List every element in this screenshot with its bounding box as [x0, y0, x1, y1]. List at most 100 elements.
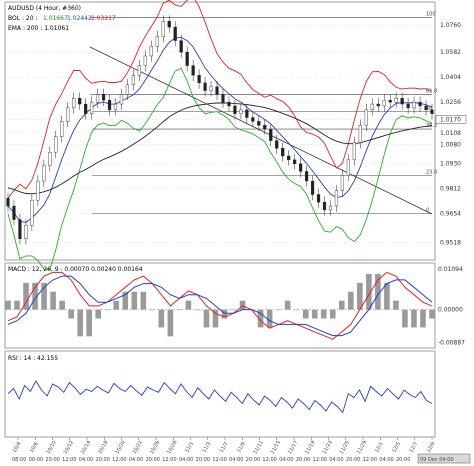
candle-body: [167, 21, 171, 28]
price-tick-label: 1.0760: [440, 22, 461, 29]
candle-body: [137, 65, 141, 76]
bol-mid-value: 1.02442: [67, 15, 92, 22]
time-tick-hour: 20:00: [246, 457, 260, 463]
time-tick-hour: 04:00: [129, 457, 143, 463]
time-tick-hour: 12:00: [313, 457, 327, 463]
macd-histogram-bar: [420, 309, 426, 328]
macd-histogram-bar: [266, 309, 273, 328]
current-price-box: [435, 115, 467, 124]
candle-body: [310, 180, 315, 195]
macd-histogram-bar: [320, 309, 327, 319]
candle-body: [113, 103, 118, 111]
time-tick-date: 10/6: [29, 441, 40, 454]
time-tick-hour: 12:00: [212, 457, 226, 463]
macd-histogram-bar: [50, 291, 56, 310]
price-tick-label: 1.0170: [440, 116, 461, 123]
fib-level-label: 23.6: [426, 169, 437, 175]
bollinger-upper-line: [7, 0, 433, 199]
macd-histogram-bar: [284, 300, 291, 310]
macd-histogram: [5, 273, 435, 337]
macd-histogram-bar: [5, 300, 11, 310]
trend-line: [89, 46, 433, 215]
time-tick-date: 11/11: [252, 440, 264, 455]
macd-main-line: [7, 271, 433, 340]
time-tick-hour: 20:00: [296, 457, 310, 463]
macd-histogram-bar: [221, 309, 228, 319]
macd-axis: 0.01094 0.00000 -0.00887: [438, 266, 465, 347]
candle-body: [72, 98, 76, 109]
candle-body: [281, 148, 285, 157]
time-tick-date: 10/26: [149, 440, 161, 455]
time-tick-hour: 12:00: [112, 457, 126, 463]
candle-body: [215, 86, 219, 95]
rsi-line: [7, 380, 433, 414]
time-tick-date: 10/28: [166, 440, 178, 455]
candle-body: [275, 140, 279, 149]
time-tick-date: 10/14: [80, 440, 92, 455]
macd-histogram-bar: [185, 300, 192, 310]
time-tick-date: 10/18: [97, 440, 109, 455]
time-tick-date: 11/15: [270, 440, 282, 455]
candle-body: [197, 74, 201, 84]
candle-body: [185, 51, 189, 66]
current-time-box: [417, 453, 471, 464]
time-tick-hour: 08:00: [12, 457, 26, 463]
fib-level-label: 100: [426, 11, 436, 17]
candle-body: [119, 94, 124, 105]
time-tick-date: 11/25: [339, 440, 351, 455]
time-tick-hour: 20:00: [396, 457, 410, 463]
price-panel-frame: [4, 1, 436, 261]
candle-body: [125, 84, 130, 95]
candle-body: [430, 109, 434, 114]
time-tick-date: 11/3: [201, 441, 212, 454]
macd-level-label: 0.01094: [438, 266, 463, 273]
time-tick-hour: 20:00: [346, 457, 360, 463]
candle-body: [239, 109, 243, 114]
candle-body: [304, 171, 309, 182]
candle-body: [143, 55, 147, 66]
candle-body: [203, 82, 207, 91]
macd-histogram-bar: [393, 300, 399, 310]
candle-body: [42, 165, 46, 182]
candle-body: [12, 205, 16, 220]
macd-histogram-bar: [402, 309, 408, 328]
candle-body: [358, 125, 362, 143]
candle-body: [66, 107, 70, 122]
macd-histogram-bar: [131, 291, 138, 310]
macd-histogram-bar: [104, 309, 111, 311]
macd-histogram-bar: [338, 300, 345, 310]
candle-body: [340, 175, 345, 191]
macd-histogram-bar: [366, 273, 372, 310]
price-tick-label: 0.9812: [440, 186, 461, 193]
rsi-panel-frame: [4, 350, 436, 438]
candle-body: [257, 121, 261, 126]
macd-histogram-bar: [95, 309, 102, 319]
rsi-header: RSI : 14 : 42.155: [8, 355, 58, 362]
time-tick-hour: 04:00: [379, 457, 393, 463]
candle-body: [299, 163, 303, 172]
macd-histogram-bar: [203, 309, 210, 328]
candle-body: [30, 200, 34, 226]
macd-histogram-bar: [411, 309, 417, 328]
macd-histogram-bar: [68, 309, 74, 319]
candle-body: [293, 159, 297, 164]
macd-histogram-bar: [275, 309, 282, 311]
time-tick-date: 10/12: [63, 440, 75, 455]
time-axis: 10/4 10/6 10/10 10/12 10/14 10/18 10/20 10/22 10…: [12, 437, 471, 464]
macd-histogram-bar: [257, 309, 264, 328]
candle-body: [352, 142, 356, 161]
macd-histogram-bar: [293, 309, 300, 311]
fib-level-label: 0: [426, 208, 429, 214]
candle-body: [346, 159, 350, 176]
candle-body: [394, 98, 398, 103]
candle-body: [382, 100, 386, 107]
macd-histogram-bar: [122, 291, 129, 310]
price-tick-label: 0.9518: [440, 240, 461, 247]
macd-lines: [7, 271, 433, 340]
macd-signal-line: [7, 275, 433, 337]
time-tick-date: 12/7: [408, 441, 419, 454]
macd-histogram-bar: [41, 282, 47, 310]
time-tick-hour: 20:00: [95, 457, 109, 463]
candle-body: [269, 128, 273, 141]
